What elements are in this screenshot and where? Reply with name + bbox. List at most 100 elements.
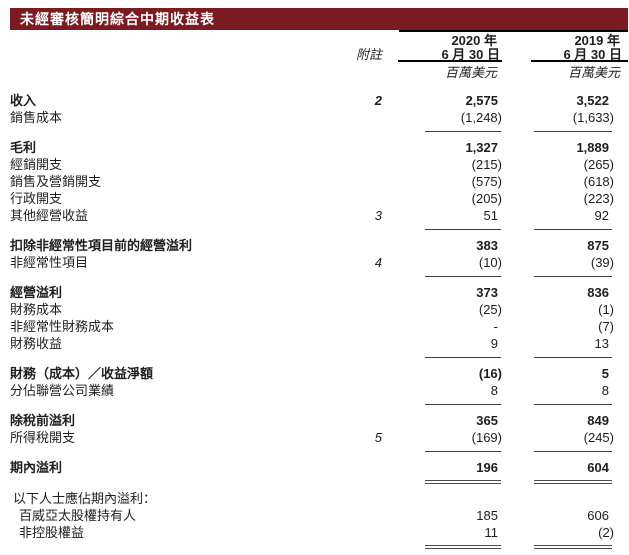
single-rule xyxy=(425,404,501,405)
rule-spacer xyxy=(340,126,398,139)
rule-spacer xyxy=(10,126,340,139)
column-gap xyxy=(502,335,531,352)
column-gap xyxy=(502,207,531,224)
value-2019: (2) xyxy=(598,525,614,540)
value-2019: 836 xyxy=(587,285,609,300)
row-note: 5 xyxy=(374,430,382,445)
single-rule xyxy=(534,229,612,230)
header-top-rule xyxy=(399,30,628,32)
row-label: 財務（成本）／收益淨額 xyxy=(10,366,154,381)
single-rule xyxy=(425,276,501,277)
header-date-row: 附註 6 月 30 日 6 月 30 日 xyxy=(10,48,628,62)
column-gap xyxy=(502,139,531,156)
table-row: 非經常性項目 4 (10) (39) xyxy=(10,254,628,271)
single-rule-row xyxy=(10,224,628,237)
row-label: 銷售成本 xyxy=(10,110,63,125)
column-gap xyxy=(502,190,531,207)
table-row: 財務收益 9 13 xyxy=(10,335,628,352)
row-note xyxy=(340,156,398,173)
double-rule xyxy=(534,480,612,484)
value-2019: 3,522 xyxy=(576,93,609,108)
column-gap xyxy=(502,224,531,237)
row-label: 非控股權益 xyxy=(19,525,85,540)
value-2020: 51 xyxy=(483,208,498,223)
rule-spacer xyxy=(340,224,398,237)
row-label: 非經常性項目 xyxy=(10,255,89,270)
value-2020: - xyxy=(493,319,498,334)
table-row: 分佔聯營公司業績 8 8 xyxy=(10,382,628,399)
value-2020: (215) xyxy=(471,157,502,172)
table-row: 行政開支 (205) (223) xyxy=(10,190,628,207)
value-2019: (618) xyxy=(583,174,614,189)
statement-title-banner: 未經審核簡明綜合中期收益表 xyxy=(10,8,628,30)
table-row: 經營溢利 373 836 xyxy=(10,284,628,301)
row-note xyxy=(340,237,398,254)
rule-cell-2019 xyxy=(531,399,628,412)
row-note xyxy=(340,173,398,190)
rule-spacer xyxy=(10,352,340,365)
value-2019: 13 xyxy=(594,336,609,351)
rule-spacer xyxy=(10,476,340,490)
row-label: 其他經營收益 xyxy=(10,208,89,223)
value-2019: 8 xyxy=(601,383,609,398)
rule-cell-2019 xyxy=(531,446,628,459)
rule-cell-2020 xyxy=(398,446,502,459)
value-2020 xyxy=(398,490,502,507)
row-note xyxy=(340,301,398,318)
column-gap xyxy=(502,92,531,109)
value-2019: (1,633) xyxy=(572,110,614,125)
single-rule xyxy=(425,357,501,358)
rule-spacer xyxy=(340,446,398,459)
rule-cell-2019 xyxy=(531,126,628,139)
row-label: 期內溢利 xyxy=(10,460,63,475)
rule-spacer xyxy=(10,399,340,412)
value-2020: 383 xyxy=(476,238,498,253)
statement-title: 未經審核簡明綜合中期收益表 xyxy=(20,11,215,27)
table-row: 所得稅開支 5 (169) (245) xyxy=(10,429,628,446)
column-header-date-2020: 6 月 30 日 xyxy=(398,48,502,62)
column-gap xyxy=(502,541,531,555)
value-2020: (1,248) xyxy=(460,110,502,125)
value-2020: 185 xyxy=(476,508,498,523)
row-label: 收入 xyxy=(10,93,37,108)
single-rule xyxy=(534,357,612,358)
column-gap xyxy=(502,318,531,335)
row-note xyxy=(340,490,398,507)
row-note: 2 xyxy=(374,93,382,108)
column-gap xyxy=(502,271,531,284)
column-gap xyxy=(502,412,531,429)
double-rule-row xyxy=(10,476,628,490)
row-note xyxy=(340,139,398,156)
rule-cell-2020 xyxy=(398,224,502,237)
single-rule-row xyxy=(10,399,628,412)
row-note xyxy=(340,412,398,429)
income-statement-table: 2020 年 2019 年 附註 6 月 30 日 6 月 30 日 百萬美元 … xyxy=(10,30,628,555)
value-2019: 5 xyxy=(601,366,609,381)
value-2019: (39) xyxy=(590,255,614,270)
value-2019: 849 xyxy=(587,413,609,428)
rule-cell-2019 xyxy=(531,271,628,284)
header-year-row: 2020 年 2019 年 xyxy=(10,34,628,48)
value-2019 xyxy=(531,490,628,507)
value-2020: (25) xyxy=(478,302,502,317)
table-row: 財務（成本）／收益淨額 (16) 5 xyxy=(10,365,628,382)
single-rule xyxy=(534,451,612,452)
row-label: 財務收益 xyxy=(10,336,63,351)
column-gap xyxy=(502,126,531,139)
value-2020: 9 xyxy=(490,336,498,351)
double-rule-row xyxy=(10,541,628,555)
table-row: 銷售及營銷開支 (575) (618) xyxy=(10,173,628,190)
value-2019: 604 xyxy=(587,460,609,475)
column-gap xyxy=(502,173,531,190)
single-rule-row xyxy=(10,446,628,459)
column-gap xyxy=(502,399,531,412)
row-note xyxy=(340,459,398,476)
row-label: 毛利 xyxy=(10,140,37,155)
value-2019: (1) xyxy=(598,302,614,317)
row-note xyxy=(340,190,398,207)
value-2020: (205) xyxy=(471,191,502,206)
table-row: 收入 2 2,575 3,522 xyxy=(10,92,628,109)
rule-spacer xyxy=(340,541,398,555)
row-label: 銷售及營銷開支 xyxy=(10,174,102,189)
value-2019: (7) xyxy=(598,319,614,334)
